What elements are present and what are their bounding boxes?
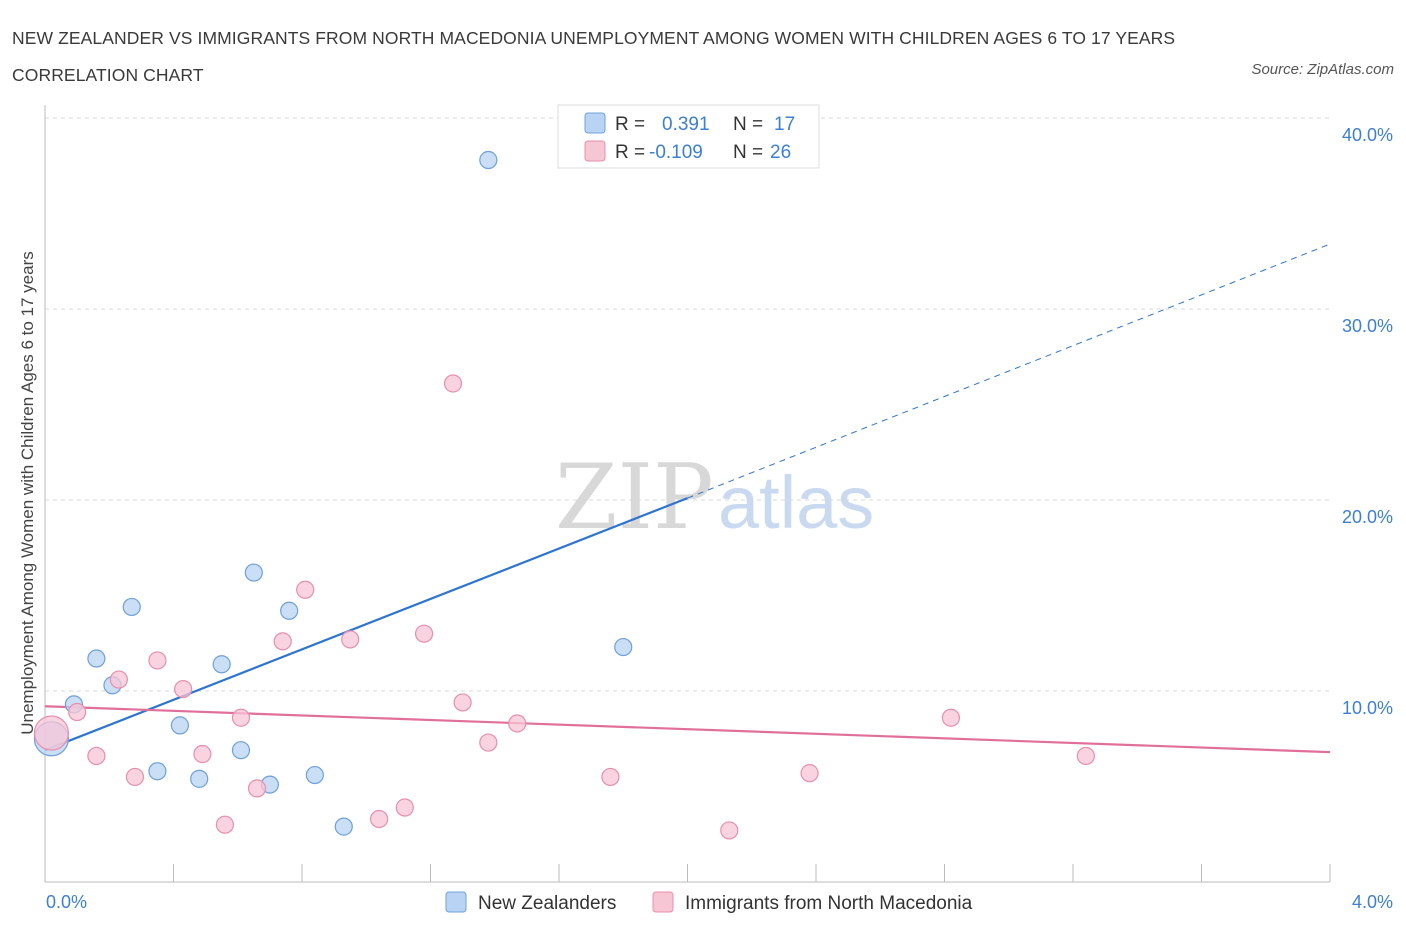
legend-top-n-value-2: 26 [770, 142, 791, 163]
point-pink-18 [453, 693, 472, 712]
legend-top-swatch-pink [584, 140, 606, 162]
legend-top: R = 0.391 N = 17 R = -0.109 N = 26 [557, 104, 820, 169]
legend-top-n-value-1: 17 [774, 114, 795, 135]
trend-line-pink [44, 705, 1331, 754]
point-pink-20 [508, 714, 527, 733]
x-tick-label-start: 0.0% [46, 892, 87, 912]
point-blue-16 [614, 637, 633, 657]
point-blue-15 [479, 150, 498, 170]
legend-bottom: New Zealanders Immigrants from North Mac… [445, 891, 973, 914]
point-pink-23 [800, 764, 819, 783]
legend-bottom-swatch-pink [652, 891, 674, 913]
points-layer [33, 150, 1095, 840]
point-blue-4 [122, 597, 141, 617]
point-blue-8 [212, 655, 231, 674]
y-tick-label-30: 30.0% [1342, 316, 1393, 336]
point-pink-19 [479, 733, 498, 752]
point-pink-16 [414, 624, 434, 643]
x-tick-label-end: 4.0% [1352, 892, 1393, 912]
watermark-atlas: atlas [718, 461, 874, 544]
point-pink-17 [443, 374, 463, 393]
point-pink-2 [87, 746, 106, 766]
point-pink-25 [1076, 746, 1095, 766]
point-pink-24 [941, 708, 961, 727]
y-tick-label-20: 20.0% [1342, 507, 1393, 527]
point-pink-14 [370, 809, 389, 829]
point-pink-4 [125, 767, 145, 787]
point-pink-22 [720, 821, 739, 840]
legend-bottom-label-1: New Zealanders [478, 893, 616, 914]
point-blue-10 [244, 563, 263, 582]
watermark: ZIP atlas [555, 445, 874, 550]
point-pink-1 [68, 702, 87, 722]
point-blue-6 [170, 716, 190, 735]
trend-line-blue [44, 497, 688, 752]
y-axis-label: Unemployment Among Women with Children A… [18, 251, 37, 735]
point-blue-14 [334, 817, 353, 836]
point-pink-13 [341, 630, 360, 649]
point-pink-8 [215, 815, 234, 834]
grid-layer [45, 117, 1330, 692]
axes-layer: 10.0% 20.0% 30.0% 40.0% 0.0% 4.0% [44, 105, 1393, 912]
legend-top-n-label-1: N = [733, 114, 763, 135]
trend-layer [44, 243, 1331, 754]
point-blue-2 [87, 649, 106, 668]
legend-top-r-value-1: 0.391 [662, 114, 710, 135]
point-blue-7 [190, 769, 209, 788]
point-pink-15 [395, 798, 414, 817]
legend-top-swatch-blue [584, 112, 606, 134]
point-pink-3 [109, 670, 128, 689]
source-label: Source: ZipAtlas.com [1251, 61, 1394, 78]
point-blue-5 [148, 762, 167, 781]
trend-line-blue-extension [687, 243, 1331, 499]
legend-bottom-label-2: Immigrants from North Macedonia [685, 893, 973, 914]
point-pink-5 [148, 651, 167, 670]
legend-top-n-label-2: N = [733, 142, 763, 163]
legend-top-r-label-1: R = [615, 114, 645, 135]
point-blue-9 [231, 741, 251, 760]
legend-bottom-swatch-blue [445, 891, 467, 913]
point-pink-10 [247, 779, 267, 798]
point-pink-0 [33, 715, 70, 751]
legend-top-r-value-2: -0.109 [649, 142, 703, 163]
y-tick-label-10: 10.0% [1342, 698, 1393, 718]
legend-top-r-label-2: R = [615, 142, 645, 163]
point-pink-12 [296, 580, 315, 599]
point-pink-7 [193, 744, 212, 764]
point-blue-12 [280, 601, 299, 620]
y-tick-label-40: 40.0% [1342, 125, 1393, 145]
point-pink-9 [231, 708, 251, 727]
point-pink-6 [174, 679, 193, 699]
chart-title: NEW ZEALANDER VS IMMIGRANTS FROM NORTH M… [12, 28, 1176, 85]
point-pink-21 [601, 767, 620, 787]
point-blue-13 [305, 765, 324, 785]
point-pink-11 [273, 632, 292, 651]
